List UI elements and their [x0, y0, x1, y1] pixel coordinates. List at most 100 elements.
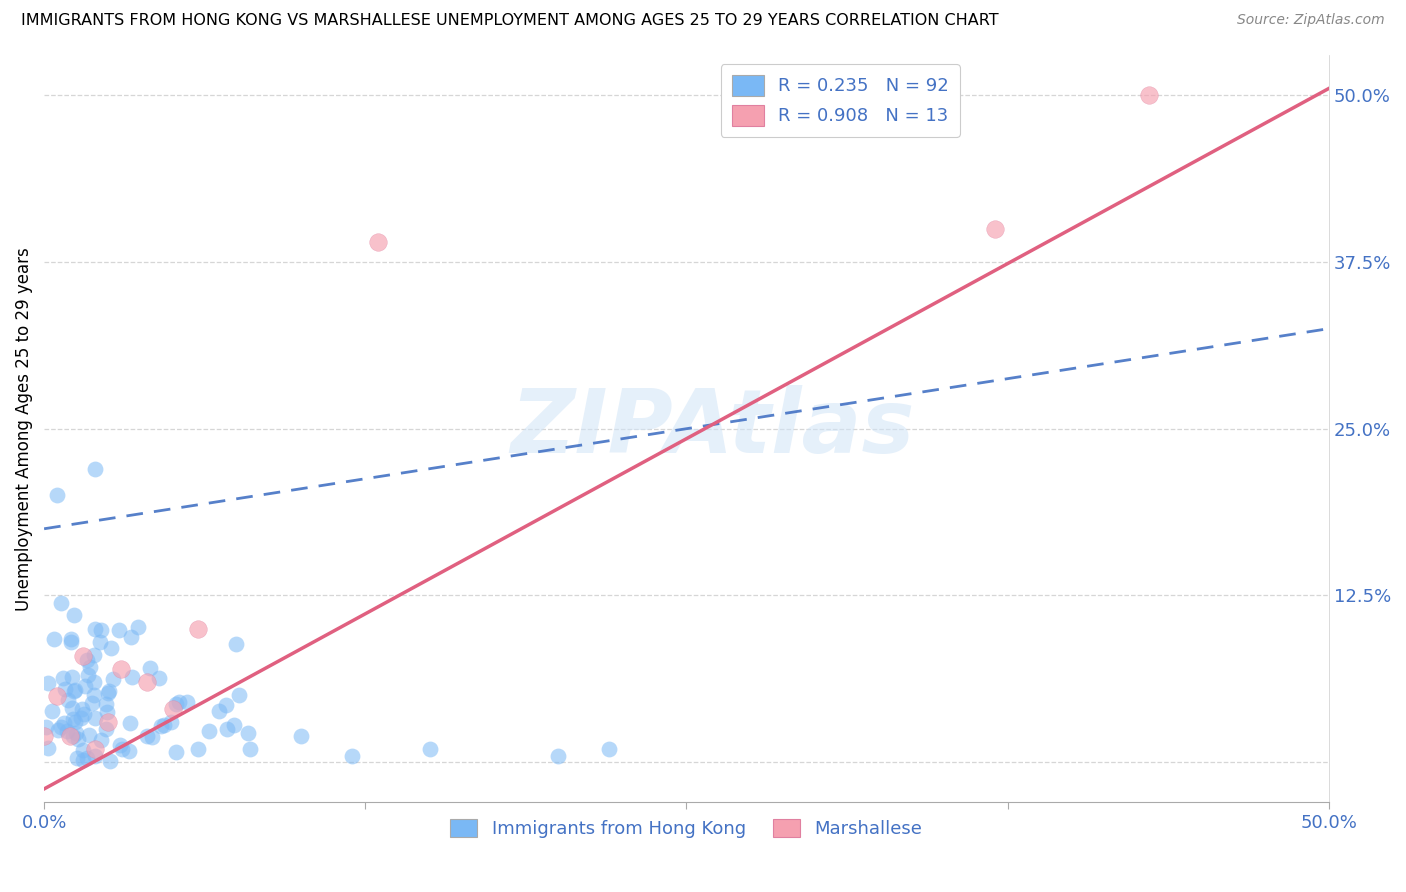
Point — [97, 683, 120, 698]
Point — [169, 695, 191, 709]
Point — [42, 632, 65, 646]
Point — [135, 729, 157, 743]
Point — [67, 732, 90, 747]
Point — [290, 729, 312, 743]
Point — [70, 702, 93, 716]
Point — [73, 706, 96, 721]
Point — [215, 723, 238, 737]
Point — [69, 711, 91, 725]
Point — [56, 723, 79, 738]
Point — [60, 670, 83, 684]
Text: Source: ZipAtlas.com: Source: ZipAtlas.com — [1237, 13, 1385, 28]
Point — [162, 702, 184, 716]
Point — [1137, 88, 1160, 103]
Point — [90, 733, 112, 747]
Text: IMMIGRANTS FROM HONG KONG VS MARSHALLESE UNEMPLOYMENT AMONG AGES 25 TO 29 YEARS : IMMIGRANTS FROM HONG KONG VS MARSHALLESE… — [21, 13, 998, 29]
Point — [141, 730, 163, 744]
Point — [84, 461, 107, 475]
Point — [51, 596, 73, 610]
Point — [72, 753, 94, 767]
Point — [239, 742, 262, 756]
Point — [139, 661, 162, 675]
Point — [37, 676, 59, 690]
Point — [41, 705, 63, 719]
Point — [367, 235, 389, 249]
Point — [65, 683, 87, 698]
Point — [52, 715, 75, 730]
Point — [110, 742, 132, 756]
Point — [222, 718, 245, 732]
Point — [127, 620, 149, 634]
Point — [59, 634, 82, 648]
Point — [79, 660, 101, 674]
Point — [110, 662, 132, 676]
Point — [118, 715, 141, 730]
Point — [37, 741, 59, 756]
Point — [197, 724, 219, 739]
Point — [72, 648, 94, 663]
Point — [984, 221, 1007, 235]
Point — [84, 711, 107, 725]
Point — [63, 684, 86, 698]
Point — [62, 712, 84, 726]
Point — [149, 719, 172, 733]
Point — [118, 744, 141, 758]
Point — [35, 720, 58, 734]
Point — [121, 670, 143, 684]
Point — [228, 688, 250, 702]
Point — [165, 698, 187, 712]
Point — [547, 748, 569, 763]
Point — [62, 730, 84, 744]
Point — [46, 689, 69, 703]
Point — [65, 725, 87, 739]
Point — [77, 667, 100, 681]
Point — [60, 632, 83, 646]
Point — [120, 631, 142, 645]
Point — [83, 648, 105, 662]
Point — [160, 715, 183, 730]
Point — [84, 742, 107, 756]
Point — [135, 675, 157, 690]
Point — [84, 622, 107, 636]
Point — [94, 697, 117, 711]
Point — [58, 693, 80, 707]
Point — [84, 748, 107, 763]
Y-axis label: Unemployment Among Ages 25 to 29 years: Unemployment Among Ages 25 to 29 years — [15, 247, 32, 611]
Point — [187, 742, 209, 756]
Point — [342, 748, 364, 763]
Point — [83, 675, 105, 690]
Point — [94, 722, 117, 736]
Point — [97, 686, 120, 700]
Point — [48, 723, 70, 738]
Point — [107, 623, 129, 637]
Point — [77, 729, 100, 743]
Point — [63, 608, 86, 623]
Point — [46, 488, 69, 502]
Point — [103, 672, 125, 686]
Point — [52, 671, 75, 685]
Point — [225, 637, 247, 651]
Point — [59, 729, 82, 743]
Point — [176, 694, 198, 708]
Legend: Immigrants from Hong Kong, Marshallese: Immigrants from Hong Kong, Marshallese — [443, 812, 929, 846]
Point — [72, 743, 94, 757]
Point — [108, 738, 131, 752]
Point — [214, 698, 236, 713]
Point — [65, 751, 87, 765]
Point — [60, 701, 83, 715]
Point — [90, 623, 112, 637]
Point — [49, 720, 72, 734]
Point — [89, 635, 111, 649]
Point — [80, 696, 103, 710]
Point — [73, 679, 96, 693]
Point — [418, 742, 440, 756]
Point — [97, 715, 120, 730]
Text: ZIPAtlas: ZIPAtlas — [510, 385, 914, 472]
Point — [76, 751, 98, 765]
Point — [100, 754, 122, 768]
Point — [598, 742, 620, 756]
Point — [63, 715, 86, 730]
Point — [76, 652, 98, 666]
Point — [100, 641, 122, 656]
Point — [166, 745, 188, 759]
